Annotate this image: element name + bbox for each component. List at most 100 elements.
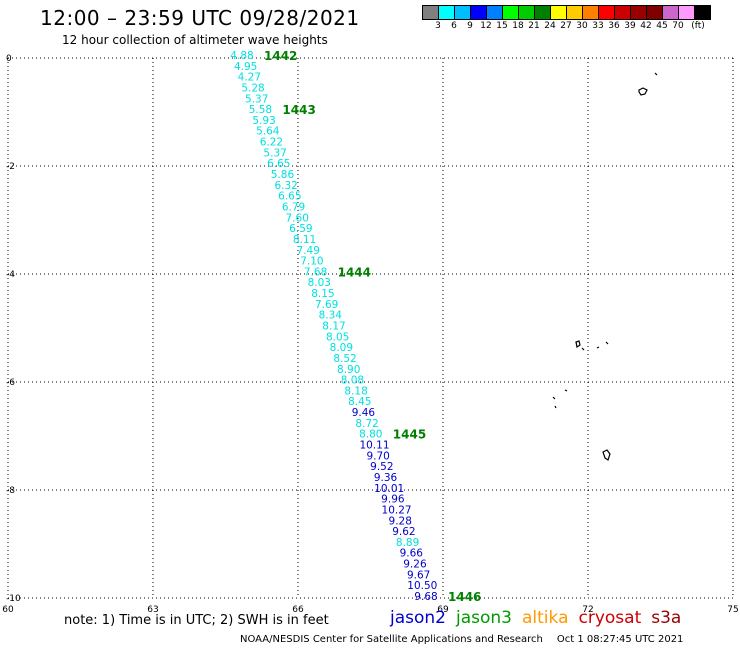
island-outline <box>552 396 556 400</box>
pass-time-label: 1445 <box>393 428 426 442</box>
wave-height-label: 10.11 <box>359 440 389 452</box>
island-outline <box>638 87 648 96</box>
y-tick-label: -2 <box>6 162 15 172</box>
island-outline <box>575 340 581 348</box>
wave-height-label: 9.36 <box>374 472 398 484</box>
wave-height-label: 10.50 <box>407 580 437 592</box>
legend-swatch <box>582 5 599 20</box>
legend-label: 21 <box>528 21 540 31</box>
wave-height-label: 5.58 <box>249 104 272 116</box>
wave-height-label: 9.67 <box>407 569 430 581</box>
legend-swatch <box>566 5 583 20</box>
wave-height-label: 6.65 <box>267 158 290 170</box>
legend-swatch <box>486 5 503 20</box>
legend-swatch <box>614 5 631 20</box>
wave-height-label: 6.79 <box>282 201 305 213</box>
legend-label: 15 <box>496 21 508 31</box>
wave-height-label: 8.34 <box>319 310 343 322</box>
wave-height-label: 8.45 <box>348 396 371 408</box>
wave-height-label: 5.64 <box>256 126 280 138</box>
pass-time-label: 1444 <box>338 265 371 279</box>
x-tick-label: 66 <box>292 605 304 615</box>
units-note: note: 1) Time is in UTC; 2) SWH is in fe… <box>64 613 329 628</box>
legend-swatch <box>678 5 695 20</box>
legend-label: 39 <box>624 21 636 31</box>
legend-swatch <box>630 5 647 20</box>
wave-height-label: 8.09 <box>330 342 353 354</box>
wave-height-label: 8.15 <box>311 288 334 300</box>
legend-swatch <box>694 5 711 20</box>
color-scale-labels: 3 6 9 12 15 18 21 24 27 30 33 36 39 42 45 70 (ft) <box>422 20 710 34</box>
y-tick-label: 0 <box>6 54 12 64</box>
legend-swatch <box>598 5 615 20</box>
legend-swatch <box>422 5 439 20</box>
legend-label: 70 <box>672 21 684 31</box>
wave-height-label: 7.49 <box>297 245 320 257</box>
time-labels: 1442 1443 1444 1445 1446 <box>264 49 481 604</box>
wave-height-label: 9.26 <box>403 559 427 571</box>
wave-height-label: 8.72 <box>355 418 378 430</box>
island-outline <box>602 449 611 461</box>
legend-label: 12 <box>480 21 492 31</box>
legend-swatch <box>438 5 455 20</box>
satellite-s3a: s3a <box>651 608 682 628</box>
y-tick-label: -10 <box>6 594 21 604</box>
island-outline <box>605 341 609 345</box>
wave-height-label: 8.89 <box>396 537 419 549</box>
color-swatches <box>422 5 711 20</box>
wave-height-label: 9.28 <box>389 515 412 527</box>
wave-height-label: 8.80 <box>359 429 382 441</box>
wave-height-label: 7.60 <box>286 212 309 224</box>
legend-swatch <box>502 5 519 20</box>
x-tick-label: 75 <box>727 605 738 615</box>
wave-height-label: 9.66 <box>400 548 424 560</box>
wave-height-label: 10.27 <box>382 504 412 516</box>
legend-swatch <box>534 5 551 20</box>
legend-label: 27 <box>560 21 572 31</box>
pass-time-label: 1443 <box>282 103 315 117</box>
wave-height-label: 6.59 <box>289 223 312 235</box>
island-outline <box>564 389 568 392</box>
wave-height-label: 4.88 <box>230 50 253 62</box>
legend-swatch <box>454 5 471 20</box>
legend-label: 45 <box>656 21 668 31</box>
map-subtitle: 12 hour collection of altimeter wave hei… <box>62 33 328 47</box>
wave-height-label: 8.03 <box>308 277 331 289</box>
satellite-legend: jason2 jason3 altika cryosat s3a <box>390 608 691 628</box>
legend-swatch <box>550 5 567 20</box>
wave-height-label: 5.28 <box>241 82 264 94</box>
legend-label: 30 <box>576 21 588 31</box>
legend-label: 6 <box>451 21 457 31</box>
wave-height-label: 6.22 <box>260 137 283 149</box>
island-outline <box>596 346 600 349</box>
legend-swatch <box>518 5 535 20</box>
wave-height-label: 6.65 <box>278 191 301 203</box>
island-outline <box>581 347 585 351</box>
credit-line: NOAA/NESDIS Center for Satellite Applica… <box>240 634 683 645</box>
wave-height-label: 6.32 <box>274 180 297 192</box>
x-tick-label: 63 <box>147 605 158 615</box>
pass-time-label: 1442 <box>264 49 297 63</box>
credit-text: NOAA/NESDIS Center for Satellite Applica… <box>240 634 543 645</box>
y-tick-label: -8 <box>6 486 15 496</box>
satellite-cryosat: cryosat <box>578 608 642 628</box>
map-title: 12:00 – 23:59 UTC 09/28/2021 <box>40 6 360 30</box>
legend-label: 18 <box>512 21 524 31</box>
wave-height-label: 9.70 <box>366 450 389 462</box>
legend-label: 33 <box>592 21 604 31</box>
wave-height-label: 5.86 <box>271 169 295 181</box>
legend-swatch <box>646 5 663 20</box>
x-tick-label: 72 <box>582 605 593 615</box>
wave-height-label: 9.68 <box>414 591 437 603</box>
wave-height-track: 4.884.954.275.285.375.585.935.646.225.37… <box>230 50 437 603</box>
legend-label: 42 <box>640 21 652 31</box>
legend-label: 3 <box>435 21 441 31</box>
legend-label: 24 <box>544 21 556 31</box>
generated-timestamp: Oct 1 08:27:45 UTC 2021 <box>556 634 684 645</box>
legend-label: (ft) <box>691 21 705 31</box>
wave-height-label: 9.52 <box>370 461 393 473</box>
wave-height-label: 8.11 <box>293 234 316 246</box>
wave-height-label: 7.10 <box>300 256 323 268</box>
wave-height-label: 9.62 <box>392 526 415 538</box>
